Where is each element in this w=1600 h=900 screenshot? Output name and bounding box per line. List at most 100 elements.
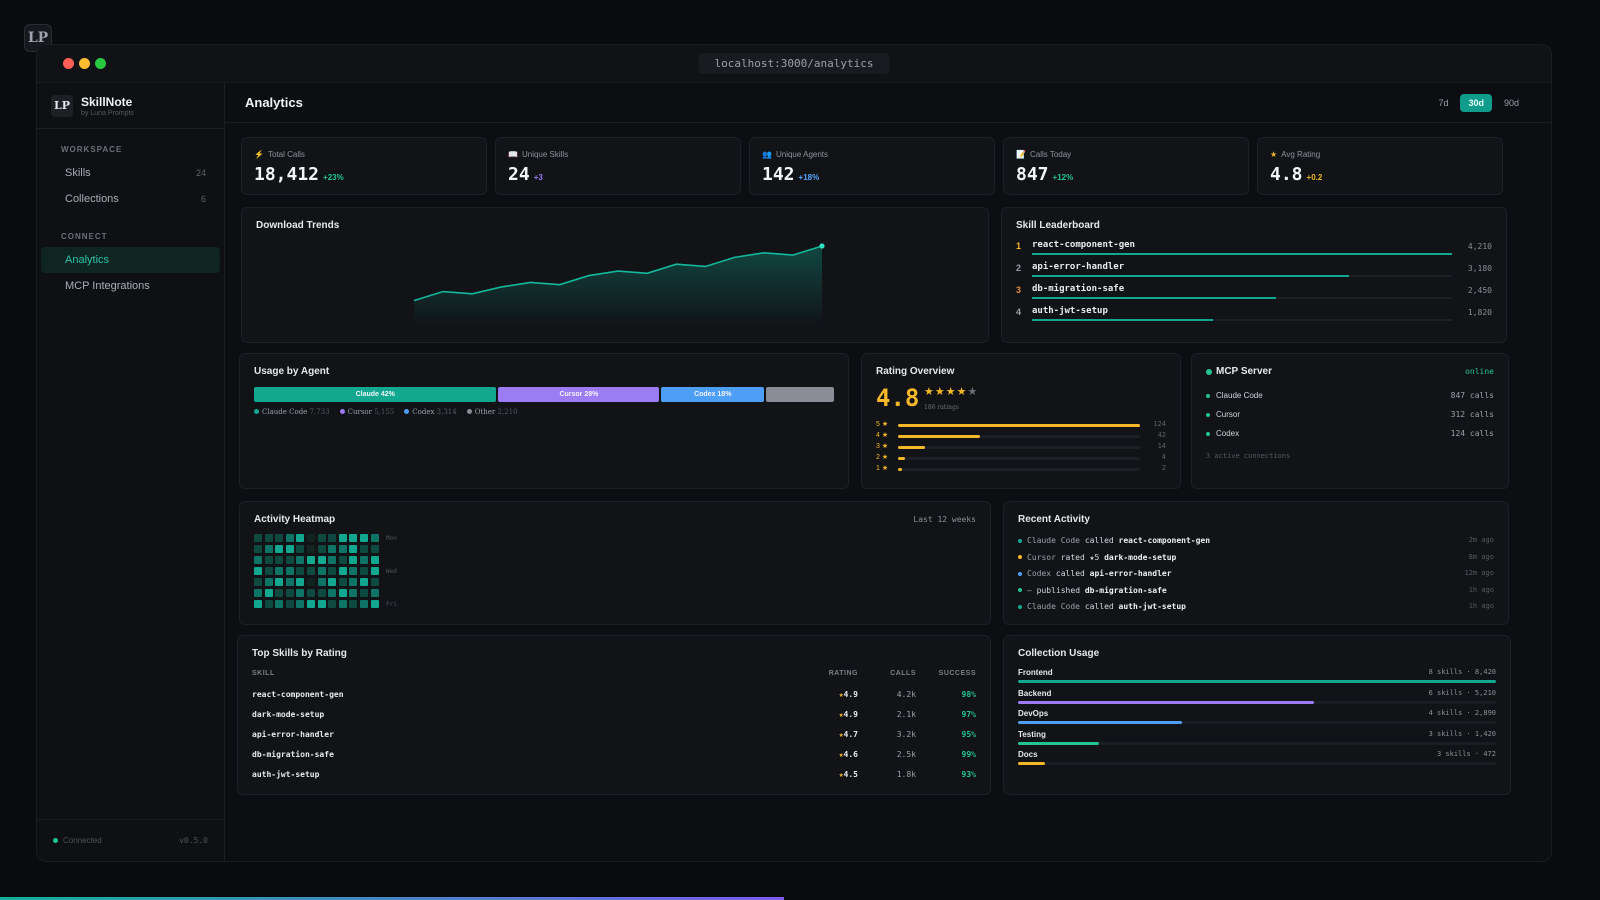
heatmap-cell[interactable] — [307, 534, 315, 542]
usage-segment[interactable]: Cursor 28% — [498, 387, 660, 402]
heatmap-cell[interactable] — [338, 545, 347, 553]
heatmap-cell[interactable] — [317, 534, 326, 542]
heatmap-cell[interactable] — [264, 567, 273, 575]
range-tab-90d[interactable]: 90d — [1503, 97, 1519, 108]
heatmap-cell[interactable] — [370, 545, 379, 553]
close-window-button[interactable] — [63, 58, 74, 69]
mcp-client-row[interactable]: Cursor 312 calls — [1206, 410, 1494, 424]
heatmap-cell[interactable] — [254, 578, 262, 586]
activity-item[interactable]: Claude Code called react-component-gen 2m… — [1018, 536, 1494, 550]
heatmap-cell[interactable] — [285, 600, 294, 608]
heatmap-cell[interactable] — [349, 578, 358, 586]
heatmap-cell[interactable] — [296, 600, 305, 608]
heatmap-cell[interactable] — [360, 545, 368, 553]
range-tab-30d[interactable]: 30d — [1460, 93, 1492, 112]
heatmap-cell[interactable] — [360, 600, 368, 608]
activity-item[interactable]: Claude Code called auth-jwt-setup 1h ago — [1018, 602, 1494, 616]
heatmap-cell[interactable] — [275, 545, 284, 553]
heatmap-cell[interactable] — [254, 567, 262, 575]
heatmap-cell[interactable] — [254, 556, 262, 564]
heatmap-cell[interactable] — [317, 567, 326, 575]
heatmap-cell[interactable] — [296, 578, 305, 586]
heatmap-cell[interactable] — [349, 589, 358, 597]
heatmap-cell[interactable] — [285, 545, 294, 553]
heatmap-cell[interactable] — [370, 567, 379, 575]
heatmap-cell[interactable] — [254, 600, 262, 608]
heatmap-cell[interactable] — [360, 556, 368, 564]
heatmap-cell[interactable] — [264, 589, 273, 597]
heatmap-cell[interactable] — [370, 534, 379, 542]
heatmap-cell[interactable] — [328, 600, 337, 608]
heatmap-cell[interactable] — [296, 534, 305, 542]
mcp-client-row[interactable]: Codex 124 calls — [1206, 429, 1494, 443]
heatmap-cell[interactable] — [285, 534, 294, 542]
address-bar[interactable]: localhost:3000/analytics — [698, 53, 890, 74]
heatmap-cell[interactable] — [307, 578, 315, 586]
maximize-window-button[interactable] — [95, 58, 106, 69]
heatmap-cell[interactable] — [275, 589, 284, 597]
sidebar-item-skills[interactable]: Skills 24 — [41, 160, 220, 186]
heatmap-cell[interactable] — [254, 534, 262, 542]
usage-segment[interactable] — [766, 387, 834, 402]
sidebar-item-mcp-integrations[interactable]: MCP Integrations — [41, 273, 220, 299]
heatmap-cell[interactable] — [275, 578, 284, 586]
heatmap-cell[interactable] — [349, 556, 358, 564]
heatmap-cell[interactable] — [328, 589, 337, 597]
heatmap-cell[interactable] — [285, 567, 294, 575]
table-row[interactable]: api-error-handler ★4.7 3.2k 95% — [252, 728, 976, 748]
table-row[interactable]: react-component-gen ★4.9 4.2k 98% — [252, 688, 976, 708]
heatmap-cell[interactable] — [370, 578, 379, 586]
leaderboard-row[interactable]: 3 db-migration-safe 2,450 — [1016, 284, 1492, 304]
collection-row[interactable]: DevOps 4 skills · 2,890 — [1018, 709, 1496, 729]
heatmap-cell[interactable] — [338, 600, 347, 608]
heatmap-cell[interactable] — [360, 534, 368, 542]
heatmap-cell[interactable] — [317, 545, 326, 553]
minimize-window-button[interactable] — [79, 58, 90, 69]
heatmap-cell[interactable] — [264, 556, 273, 564]
heatmap-cell[interactable] — [317, 589, 326, 597]
heatmap-cell[interactable] — [338, 589, 347, 597]
heatmap-cell[interactable] — [349, 534, 358, 542]
heatmap-cell[interactable] — [264, 600, 273, 608]
activity-item[interactable]: Cursor rated ★5 dark-mode-setup 8m ago — [1018, 553, 1494, 567]
heatmap-cell[interactable] — [349, 600, 358, 608]
heatmap-cell[interactable] — [264, 545, 273, 553]
usage-segment[interactable]: Codex 18% — [661, 387, 765, 402]
mcp-client-row[interactable]: Claude Code 847 calls — [1206, 391, 1494, 405]
heatmap-cell[interactable] — [328, 556, 337, 564]
heatmap-cell[interactable] — [307, 556, 315, 564]
leaderboard-row[interactable]: 2 api-error-handler 3,180 — [1016, 262, 1492, 282]
collection-row[interactable]: Docs 3 skills · 472 — [1018, 750, 1496, 770]
leaderboard-row[interactable]: 4 auth-jwt-setup 1,820 — [1016, 306, 1492, 326]
heatmap-cell[interactable] — [296, 567, 305, 575]
heatmap-cell[interactable] — [307, 545, 315, 553]
heatmap-cell[interactable] — [328, 534, 337, 542]
range-tab-7d[interactable]: 7d — [1438, 97, 1449, 108]
heatmap-cell[interactable] — [328, 567, 337, 575]
activity-item[interactable]: — published db-migration-safe 1h ago — [1018, 586, 1494, 600]
heatmap-cell[interactable] — [275, 556, 284, 564]
table-row[interactable]: db-migration-safe ★4.6 2.5k 99% — [252, 748, 976, 768]
collection-row[interactable]: Backend 6 skills · 5,210 — [1018, 689, 1496, 709]
heatmap-cell[interactable] — [360, 578, 368, 586]
heatmap-cell[interactable] — [338, 556, 347, 564]
usage-segment[interactable]: Claude 42% — [254, 387, 497, 402]
heatmap-cell[interactable] — [317, 600, 326, 608]
heatmap-cell[interactable] — [360, 567, 368, 575]
heatmap-cell[interactable] — [349, 545, 358, 553]
heatmap-cell[interactable] — [360, 589, 368, 597]
heatmap-cell[interactable] — [275, 534, 284, 542]
heatmap-cell[interactable] — [328, 545, 337, 553]
collection-row[interactable]: Testing 3 skills · 1,420 — [1018, 730, 1496, 750]
heatmap-cell[interactable] — [317, 556, 326, 564]
heatmap-cell[interactable] — [307, 589, 315, 597]
heatmap-cell[interactable] — [370, 556, 379, 564]
heatmap-cell[interactable] — [296, 589, 305, 597]
heatmap-cell[interactable] — [370, 600, 379, 608]
table-row[interactable]: dark-mode-setup ★4.9 2.1k 97% — [252, 708, 976, 728]
heatmap-cell[interactable] — [254, 545, 262, 553]
sidebar-item-collections[interactable]: Collections 6 — [41, 186, 220, 212]
table-row[interactable]: auth-jwt-setup ★4.5 1.8k 93% — [252, 768, 976, 788]
heatmap-cell[interactable] — [349, 567, 358, 575]
leaderboard-row[interactable]: 1 react-component-gen 4,210 — [1016, 240, 1492, 260]
